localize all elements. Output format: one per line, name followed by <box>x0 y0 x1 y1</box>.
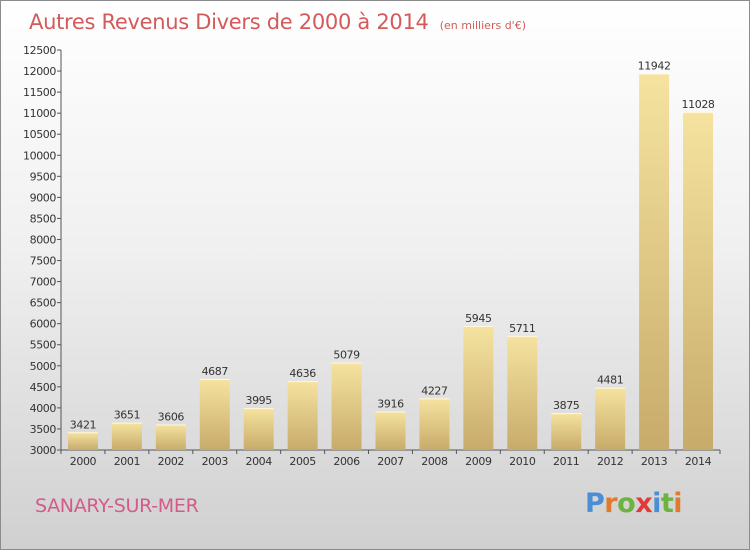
bar <box>595 387 626 450</box>
y-tick-label: 4500 <box>30 381 57 394</box>
x-tick-label: 2002 <box>158 455 184 468</box>
data-label: 11942 <box>638 59 671 72</box>
y-tick-label: 10000 <box>23 149 56 162</box>
logo-letter: t <box>660 488 674 519</box>
bar <box>507 335 538 450</box>
bar <box>155 424 186 450</box>
x-tick-label: 2004 <box>245 455 272 468</box>
chart-subtitle: (en milliers d'€) <box>439 19 526 32</box>
bar <box>199 378 230 450</box>
bar <box>639 73 670 450</box>
y-tick-label: 11000 <box>23 107 56 120</box>
x-tick-label: 2010 <box>509 455 536 468</box>
city-name: SANARY-SUR-MER <box>35 495 199 517</box>
data-label: 5945 <box>465 312 492 325</box>
y-tick-label: 5000 <box>30 360 57 373</box>
y-tick-label: 12000 <box>23 65 56 78</box>
data-label: 3421 <box>70 418 96 431</box>
data-label: 11028 <box>682 98 715 111</box>
proxiti-logo: Proxiti <box>585 488 683 519</box>
data-label: 3606 <box>158 410 185 423</box>
logo-letter: o <box>617 488 636 519</box>
y-tick-label: 5500 <box>30 339 57 352</box>
x-tick-label: 2006 <box>333 455 360 468</box>
y-tick-label: 6000 <box>30 318 57 331</box>
x-tick-label: 2011 <box>553 455 579 468</box>
x-tick-label: 2000 <box>70 455 97 468</box>
logo-letter: i <box>652 488 661 519</box>
bar <box>551 413 582 450</box>
data-label: 3651 <box>114 409 140 422</box>
y-tick-label: 9000 <box>30 191 57 204</box>
y-tick-label: 4000 <box>30 402 57 415</box>
bar <box>111 422 142 450</box>
bar <box>375 411 406 450</box>
bar <box>463 326 494 450</box>
data-label: 3916 <box>377 397 404 410</box>
y-tick-label: 3000 <box>30 444 57 457</box>
bar <box>287 381 318 450</box>
y-tick-label: 3500 <box>30 423 57 436</box>
title-row: Autres Revenus Divers de 2000 à 2014 (en… <box>29 10 526 34</box>
y-tick-label: 8500 <box>30 212 57 225</box>
y-tick-label: 12500 <box>23 44 56 57</box>
bar <box>67 432 98 450</box>
x-tick-label: 2012 <box>597 455 623 468</box>
logo-letter: i <box>673 488 683 519</box>
x-tick-label: 2013 <box>641 455 668 468</box>
data-label: 3875 <box>553 399 580 412</box>
data-label: 5079 <box>333 348 360 361</box>
y-tick-label: 11500 <box>23 86 56 99</box>
data-label: 4481 <box>597 374 623 387</box>
x-tick-label: 2003 <box>202 455 229 468</box>
y-tick-label: 10500 <box>23 128 56 141</box>
y-tick-label: 9500 <box>30 170 57 183</box>
data-label: 3995 <box>245 394 272 407</box>
y-tick-label: 7000 <box>30 276 57 289</box>
logo-letter: x <box>635 488 653 519</box>
x-tick-label: 2007 <box>377 455 404 468</box>
x-tick-label: 2014 <box>685 455 712 468</box>
logo-letter: r <box>604 488 618 519</box>
bar <box>243 408 274 450</box>
x-tick-label: 2009 <box>465 455 492 468</box>
data-label: 4227 <box>421 384 448 397</box>
logo-letter: P <box>585 488 605 519</box>
y-tick-label: 8000 <box>30 233 57 246</box>
y-tick-label: 6500 <box>30 297 57 310</box>
y-tick-label: 7500 <box>30 255 57 268</box>
x-tick-label: 2001 <box>114 455 140 468</box>
data-label: 4687 <box>202 365 229 378</box>
data-label: 5711 <box>509 322 535 335</box>
bar <box>419 398 450 450</box>
bar <box>683 111 714 451</box>
x-tick-label: 2005 <box>289 455 316 468</box>
bar <box>331 362 362 450</box>
chart-title: Autres Revenus Divers de 2000 à 2014 <box>29 10 429 34</box>
data-label: 4636 <box>289 367 316 380</box>
x-tick-label: 2008 <box>421 455 448 468</box>
